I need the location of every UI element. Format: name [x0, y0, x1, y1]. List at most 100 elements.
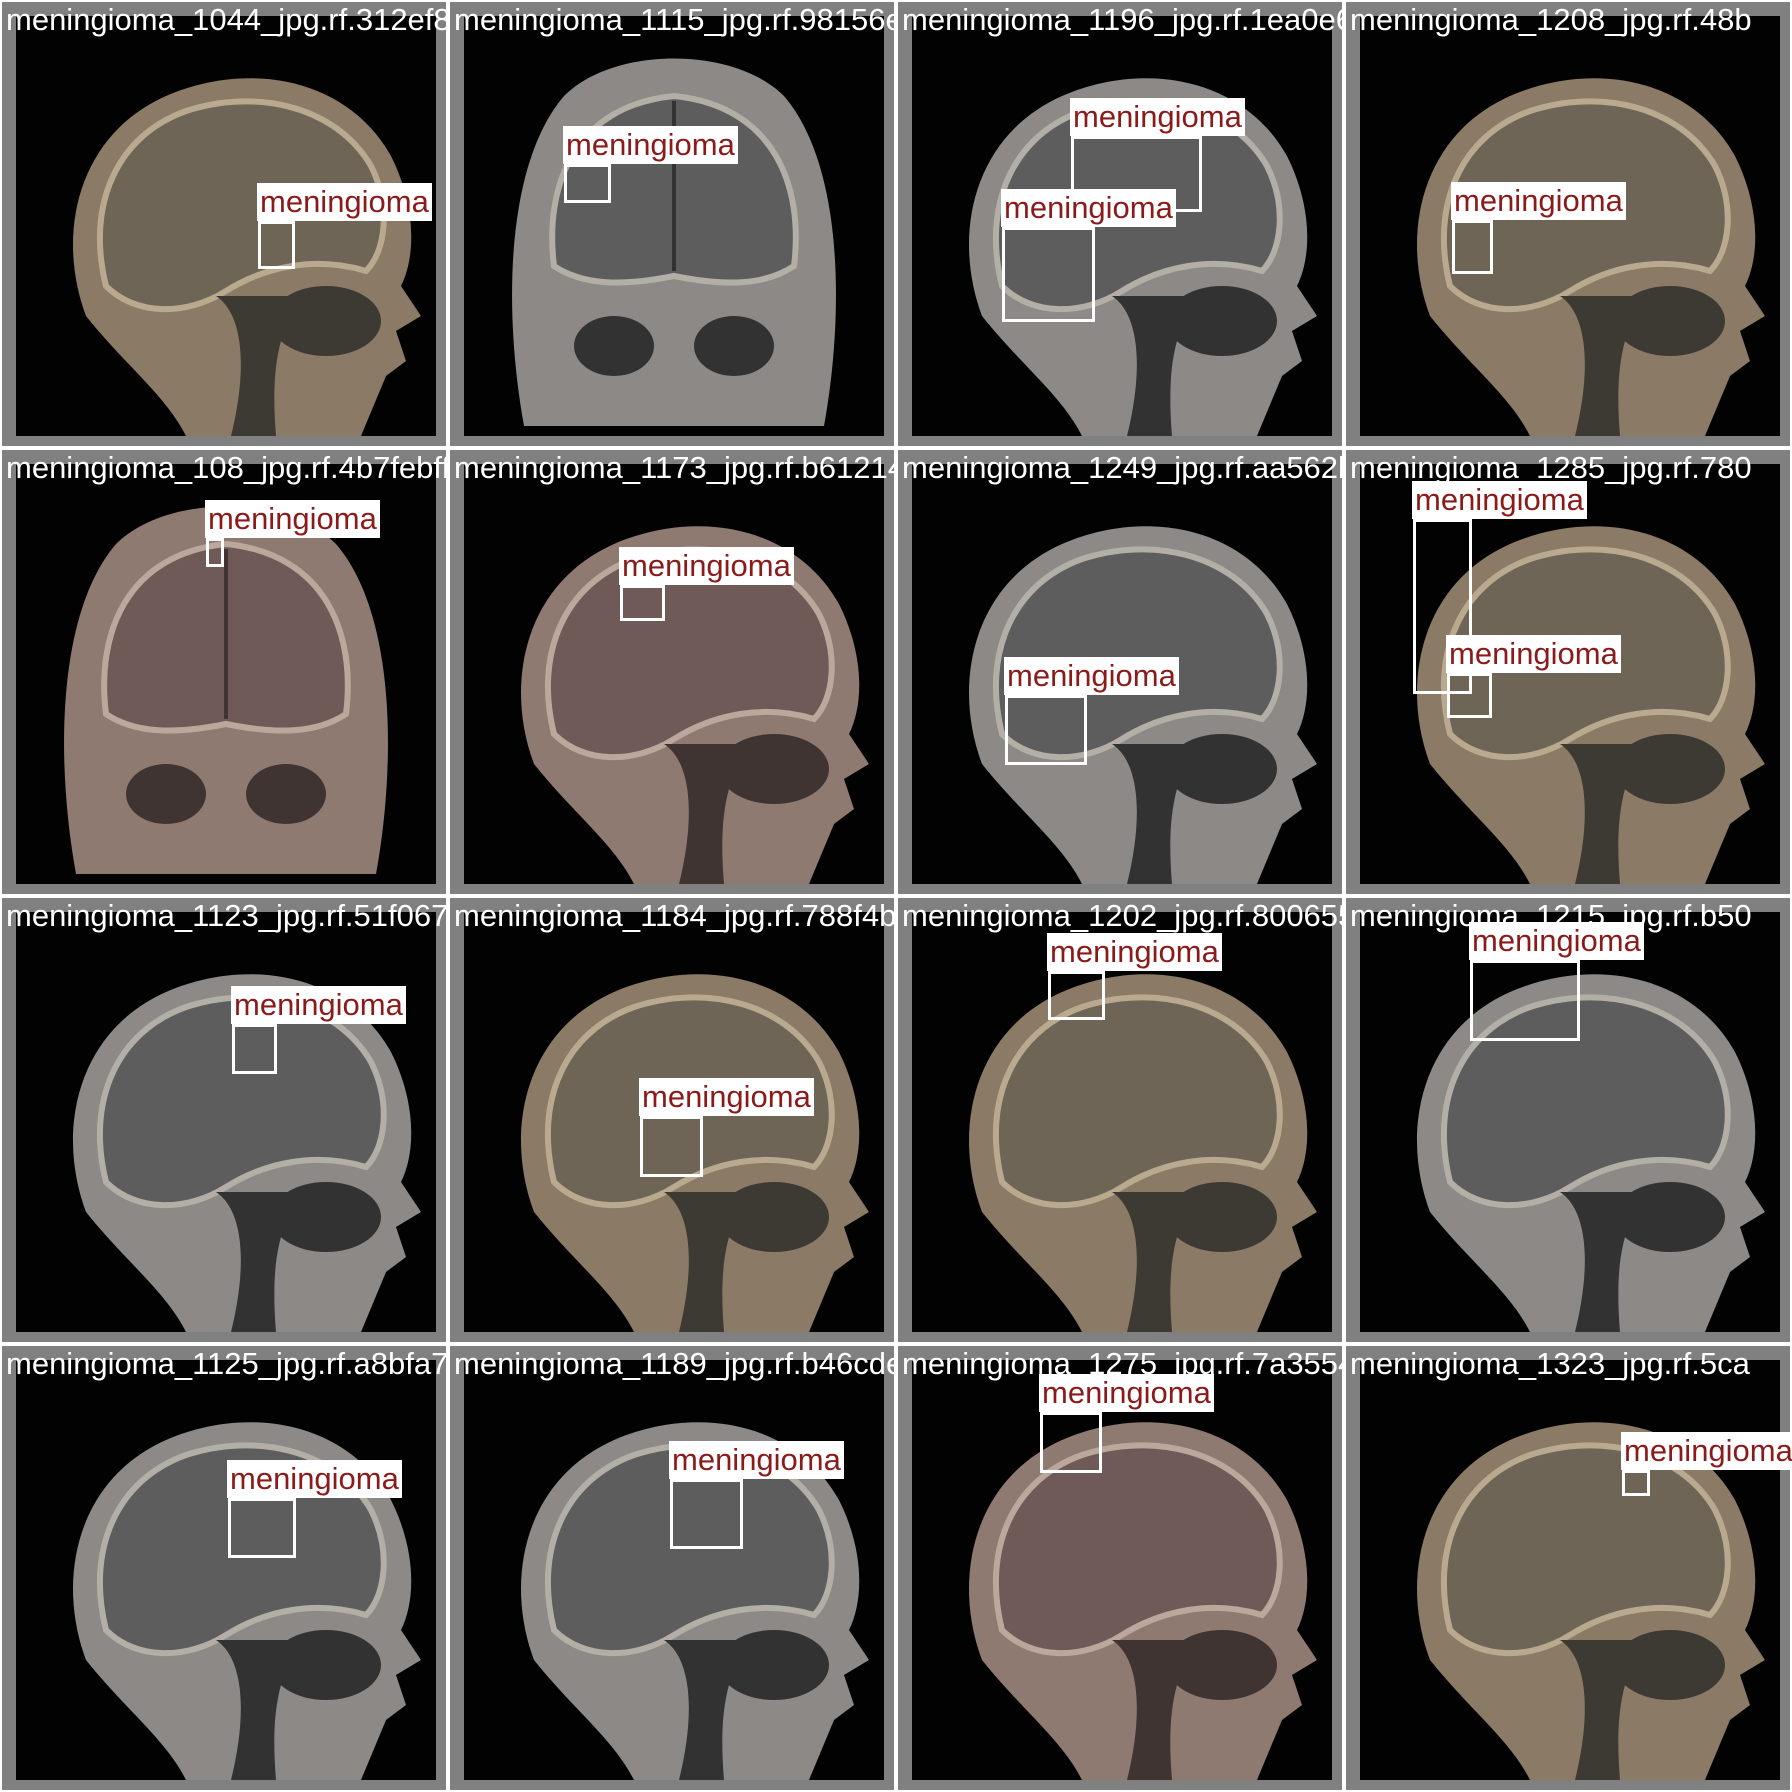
mri-scan-image: [464, 16, 884, 436]
detection-label: meningioma: [1469, 922, 1644, 960]
detection-box: [1452, 220, 1493, 274]
mri-slice-drawing: [72, 1422, 421, 1780]
image-filename: meningioma_1184_jpg.rf.788f4bad90055d120…: [454, 898, 896, 933]
right-orbit: [694, 316, 774, 376]
mri-slice-drawing: [968, 526, 1317, 884]
right-orbit: [246, 764, 326, 824]
image-filename: meningioma_1285_jpg.rf.780: [1350, 450, 1752, 485]
mri-slice-drawing: [64, 506, 388, 874]
detection-box: [1002, 227, 1095, 322]
detection-label: meningioma: [1039, 1374, 1214, 1412]
sinus-region: [1615, 286, 1725, 356]
mri-slice-drawing: [968, 974, 1317, 1332]
sinus-region: [1167, 1182, 1277, 1252]
detection-box: [640, 1116, 703, 1177]
mri-tile: meningioma_1323_jpg.rf.5ca: [1344, 1344, 1792, 1792]
detection-box: [228, 1498, 296, 1558]
detection-label: meningioma: [1412, 481, 1587, 519]
detection-label: meningioma: [257, 183, 432, 221]
mri-scan-image: [16, 912, 436, 1332]
sinus-region: [1615, 1182, 1725, 1252]
mri-scan-image: [464, 1360, 884, 1780]
mri-slice-drawing: [520, 526, 869, 884]
detection-label: meningioma: [563, 126, 738, 164]
sinus-region: [1615, 734, 1725, 804]
detection-label: meningioma: [227, 1460, 402, 1498]
image-filename: meningioma_108_jpg.rf.4b7febff023e20c521…: [6, 450, 446, 485]
detection-label: meningioma: [1451, 182, 1626, 220]
brain-region: [1440, 1442, 1731, 1657]
mri-scan-image: [1360, 912, 1780, 1332]
detection-label: meningioma: [1004, 657, 1179, 695]
detection-box: [1622, 1470, 1650, 1496]
detection-label: meningioma: [669, 1441, 844, 1479]
mri-tile: meningioma_1173_jpg.rf.b61214d2f294e4424…: [448, 448, 896, 896]
mri-slice-drawing: [72, 974, 421, 1332]
detection-box: [620, 585, 665, 621]
mri-scan-image: [1360, 16, 1780, 436]
mri-slice-drawing: [1416, 526, 1765, 884]
mri-scan-image: [912, 912, 1332, 1332]
left-orbit: [126, 764, 206, 824]
sinus-region: [271, 286, 381, 356]
sinus-region: [1615, 1630, 1725, 1700]
mri-scan-image: [912, 1360, 1332, 1780]
image-filename: meningioma_1123_jpg.rf.51f067df444ea8410…: [6, 898, 448, 933]
detection-box: [1005, 695, 1087, 765]
image-filename: meningioma_1189_jpg.rf.b46cdeb8b38a41127…: [454, 1346, 894, 1381]
mri-tile: meningioma_1044_jpg.rf.312ef8319cdbd1b85…: [0, 0, 448, 448]
detection-label: meningioma: [1001, 189, 1176, 227]
mri-tile: meningioma_1208_jpg.rf.48b: [1344, 0, 1792, 448]
detection-label: meningioma: [1446, 635, 1621, 673]
mri-tile: meningioma_1189_jpg.rf.b46cdeb8b38a41127…: [448, 1344, 896, 1792]
sinus-region: [271, 1630, 381, 1700]
detection-box: [564, 164, 611, 203]
mri-scan-image: [1360, 464, 1780, 884]
detection-box: [1447, 673, 1492, 718]
brain-region: [544, 1442, 835, 1657]
mri-tile: meningioma_1115_jpg.rf.98156ea3bf9d25b1c…: [448, 0, 896, 448]
sinus-region: [1167, 1630, 1277, 1700]
sinus-region: [719, 1182, 829, 1252]
mri-tile: meningioma_1202_jpg.rf.8006550agdd601215…: [896, 896, 1344, 1344]
image-filename: meningioma_1196_jpg.rf.1ea0e622f1afa9320…: [902, 2, 1342, 37]
mri-scan-image: [1360, 1360, 1780, 1780]
brain-region: [1440, 994, 1731, 1209]
detection-label: meningioma: [1621, 1432, 1792, 1470]
mri-slice-drawing: [968, 1422, 1317, 1780]
mri-tile: meningioma_1184_jpg.rf.788f4bad90055d120…: [448, 896, 896, 1344]
detection-box: [670, 1479, 743, 1549]
mri-tile: meningioma_1215_jpg.rf.b50: [1344, 896, 1792, 1344]
left-orbit: [574, 316, 654, 376]
mri-slice-drawing: [72, 78, 421, 436]
image-filename: meningioma_1249_jpg.rf.aa562bb4334a3a285…: [902, 450, 1342, 485]
detection-label: meningioma: [231, 986, 406, 1024]
sinus-region: [271, 1182, 381, 1252]
detection-box: [232, 1024, 277, 1074]
brain-region: [992, 546, 1283, 761]
mri-scan-image: [464, 464, 884, 884]
mri-tile: meningioma_1125_jpg.rf.a8bfa701cc1fe4c44…: [0, 1344, 448, 1792]
mri-scan-image: [16, 16, 436, 436]
brain-region: [992, 1442, 1283, 1657]
sinus-region: [1167, 286, 1277, 356]
sinus-region: [719, 734, 829, 804]
brain-region: [96, 994, 387, 1209]
image-filename: meningioma_1208_jpg.rf.48b: [1350, 2, 1752, 37]
detection-box: [206, 538, 224, 567]
sinus-region: [719, 1630, 829, 1700]
sinus-region: [1167, 734, 1277, 804]
mri-slice-drawing: [1416, 974, 1765, 1332]
mri-tile: meningioma_1275_jpg.rf.7a35541d2ce9a3592…: [896, 1344, 1344, 1792]
detection-box: [1040, 1412, 1102, 1473]
detection-label: meningioma: [619, 547, 794, 585]
mri-slice-drawing: [520, 1422, 869, 1780]
detection-box: [258, 221, 295, 269]
image-filename: meningioma_1202_jpg.rf.8006550agdd601215…: [902, 898, 1342, 933]
detection-label: meningioma: [639, 1078, 814, 1116]
mri-slice-drawing: [1416, 78, 1765, 436]
detection-label: meningioma: [1047, 933, 1222, 971]
image-filename: meningioma_1173_jpg.rf.b61214d2f294e4424…: [454, 450, 894, 485]
detection-label: meningioma: [205, 500, 380, 538]
